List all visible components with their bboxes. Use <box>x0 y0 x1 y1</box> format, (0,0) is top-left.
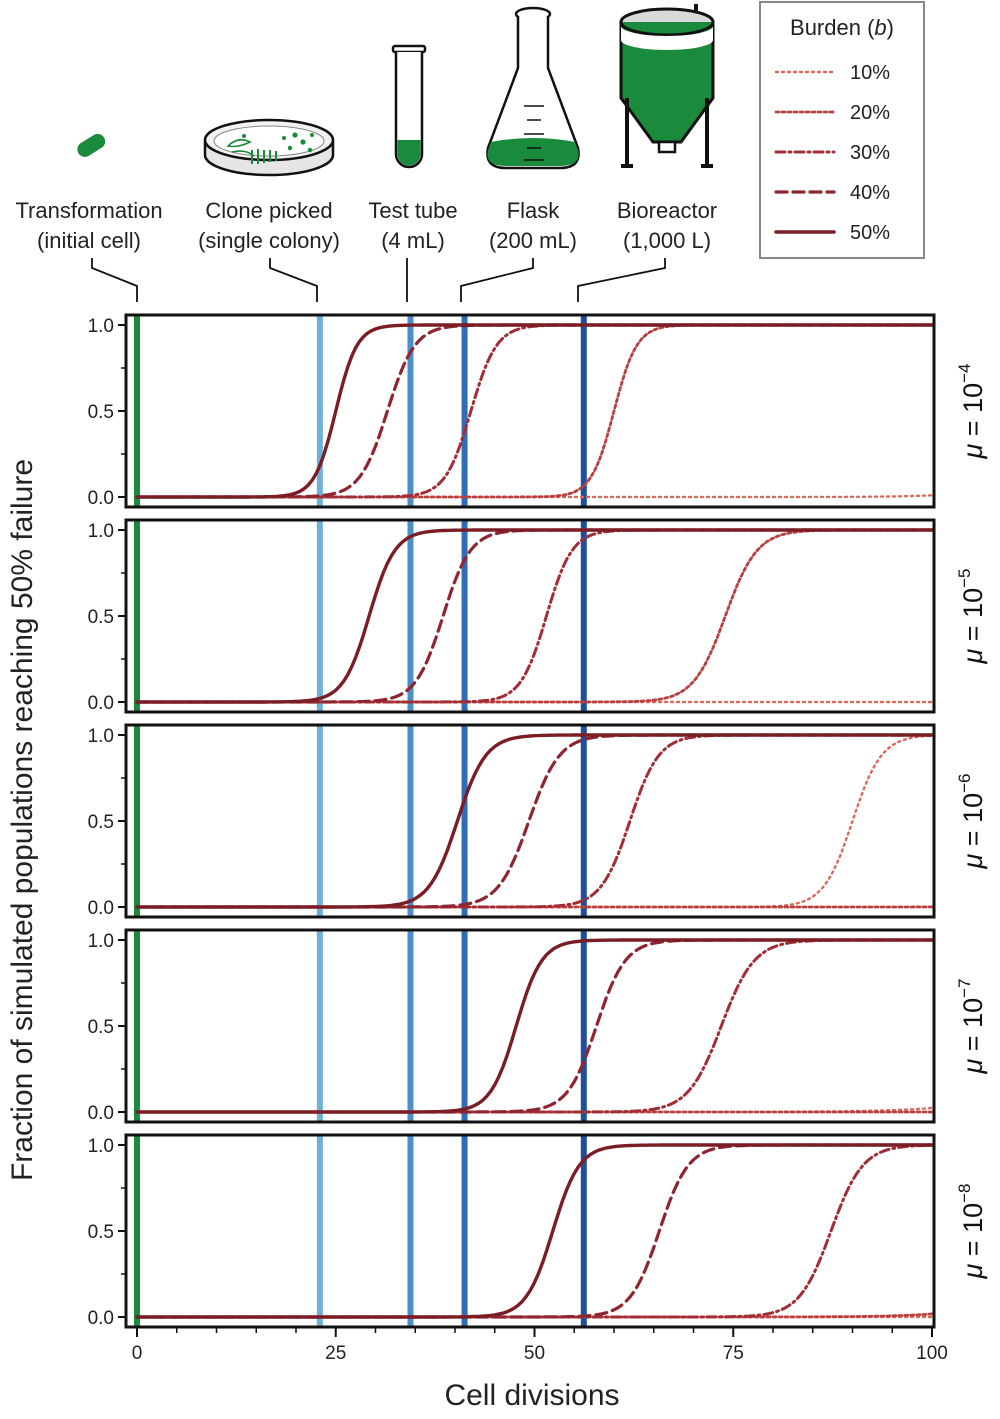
stage-sublabel-transformation: (initial cell) <box>37 228 141 253</box>
series-line-30pct <box>135 938 934 1114</box>
connector-clone-picked <box>269 258 318 302</box>
x-tick-label: 75 <box>723 1343 744 1364</box>
stage-labels: Transformation (initial cell) Clone pick… <box>15 198 717 253</box>
legend-label: 50% <box>850 222 890 244</box>
x-tick-label: 100 <box>916 1343 948 1364</box>
panel-frame <box>124 518 936 714</box>
panel-frame <box>124 313 936 509</box>
x-tick-label: 0 <box>132 1343 143 1364</box>
legend-entries: 10% 20% 30% 40% 50% <box>774 62 890 244</box>
legend-entry: 30% <box>774 142 890 164</box>
stage-sublabel-bioreactor: (1,000 L) <box>623 228 711 253</box>
y-tick-label: 0.5 <box>88 1222 114 1243</box>
y-tick-label: 1.0 <box>88 521 114 542</box>
legend-box <box>759 1 925 259</box>
series-line-30pct <box>135 733 934 909</box>
series-line-30pct <box>135 528 934 704</box>
stage-label-bioreactor: Bioreactor <box>617 198 717 223</box>
mu-label: μ = 10−8 <box>955 1184 988 1280</box>
x-tick-label: 25 <box>325 1343 346 1364</box>
series-line-50pct <box>135 733 934 909</box>
series-group <box>135 528 934 704</box>
connector-bioreactor <box>577 258 666 302</box>
bioreactor-icon <box>619 4 715 168</box>
panel-5: 0.0 0.5 1.0 μ = 10−8 <box>88 1133 988 1329</box>
mu-label: μ = 10−4 <box>955 364 988 460</box>
x-tick-label: 50 <box>524 1343 545 1364</box>
series-line-50pct <box>135 528 934 704</box>
panel-1: 0.0 0.5 1.0 μ = 10−4 <box>88 313 988 509</box>
series-line-30pct <box>135 1143 934 1319</box>
stage-sublabel-test-tube: (4 mL) <box>381 228 445 253</box>
mu-label: μ = 10−5 <box>955 569 988 665</box>
mu-label: μ = 10−6 <box>955 774 988 870</box>
stage-label-flask: Flask <box>507 198 561 223</box>
legend-entry: 10% <box>774 62 890 84</box>
series-line-40pct <box>135 938 934 1114</box>
series-group <box>135 938 934 1114</box>
legend-label: 30% <box>850 142 890 164</box>
legend-label: 20% <box>850 102 890 124</box>
legend-title: Burden (b) <box>790 15 894 40</box>
series-line-40pct <box>135 528 934 704</box>
bacterium-icon <box>77 133 106 157</box>
panel-3: 0.0 0.5 1.0 μ = 10−6 <box>88 723 988 919</box>
y-tick-label: 0.0 <box>88 488 114 509</box>
series-group <box>135 323 934 499</box>
connector-transformation <box>91 258 138 302</box>
legend-entry: 50% <box>774 222 890 244</box>
test-tube-icon <box>391 44 427 169</box>
x-axis: 0 25 50 75 100 <box>132 1327 948 1364</box>
y-tick-label: 1.0 <box>88 931 114 952</box>
connector-flask <box>460 258 534 302</box>
y-tick-label: 0.0 <box>88 1103 114 1124</box>
y-axis-title: Fraction of simulated populations reachi… <box>6 459 39 1181</box>
panel-2: 0.0 0.5 1.0 μ = 10−5 <box>88 518 988 714</box>
series-line-20pct <box>135 323 934 499</box>
petri-dish-icon <box>203 118 335 177</box>
y-tick-label: 1.0 <box>88 1136 114 1157</box>
flask-icon <box>486 6 580 170</box>
y-tick-label: 0.5 <box>88 607 114 628</box>
series-line-10pct <box>135 734 934 909</box>
stage-sublabel-flask: (200 mL) <box>489 228 577 253</box>
stage-label-transformation: Transformation <box>15 198 162 223</box>
stage-label-test-tube: Test tube <box>368 198 457 223</box>
panel-frame <box>124 928 936 1124</box>
x-axis-title: Cell divisions <box>444 1379 619 1412</box>
legend-label: 40% <box>850 182 890 204</box>
y-tick-label: 0.0 <box>88 693 114 714</box>
panel-4: 0.0 0.5 1.0 μ = 10−7 <box>88 928 988 1124</box>
y-tick-label: 0.5 <box>88 1017 114 1038</box>
legend-entry: 20% <box>774 102 890 124</box>
y-tick-label: 1.0 <box>88 316 114 337</box>
stage-connectors <box>91 258 666 302</box>
y-tick-label: 0.0 <box>88 898 114 919</box>
series-line-30pct <box>135 323 934 499</box>
legend-entry: 40% <box>774 182 890 204</box>
series-line-50pct <box>135 938 934 1114</box>
series-group <box>135 1143 934 1319</box>
series-line-40pct <box>135 1143 934 1319</box>
stage-label-clone-picked: Clone picked <box>205 198 332 223</box>
panel-frame <box>124 1133 936 1329</box>
legend-label: 10% <box>850 62 890 84</box>
y-tick-label: 0.5 <box>88 402 114 423</box>
series-line-50pct <box>135 323 934 499</box>
series-group <box>135 733 934 909</box>
series-line-50pct <box>135 1143 934 1319</box>
y-tick-label: 0.5 <box>88 812 114 833</box>
series-line-20pct <box>135 528 934 704</box>
panel-frame <box>124 723 936 919</box>
y-tick-label: 1.0 <box>88 726 114 747</box>
series-line-40pct <box>135 323 934 499</box>
series-line-40pct <box>135 733 934 909</box>
panels: 0.0 0.5 1.0 μ = 10−4 0.0 0.5 1.0 μ = 10−5 0.0 0.5… <box>88 313 988 1329</box>
legend: Burden (b) 10% 20% 30% 40% 50% <box>759 1 925 259</box>
y-tick-label: 0.0 <box>88 1308 114 1329</box>
mu-label: μ = 10−7 <box>955 979 988 1075</box>
stage-sublabel-clone-picked: (single colony) <box>198 228 340 253</box>
